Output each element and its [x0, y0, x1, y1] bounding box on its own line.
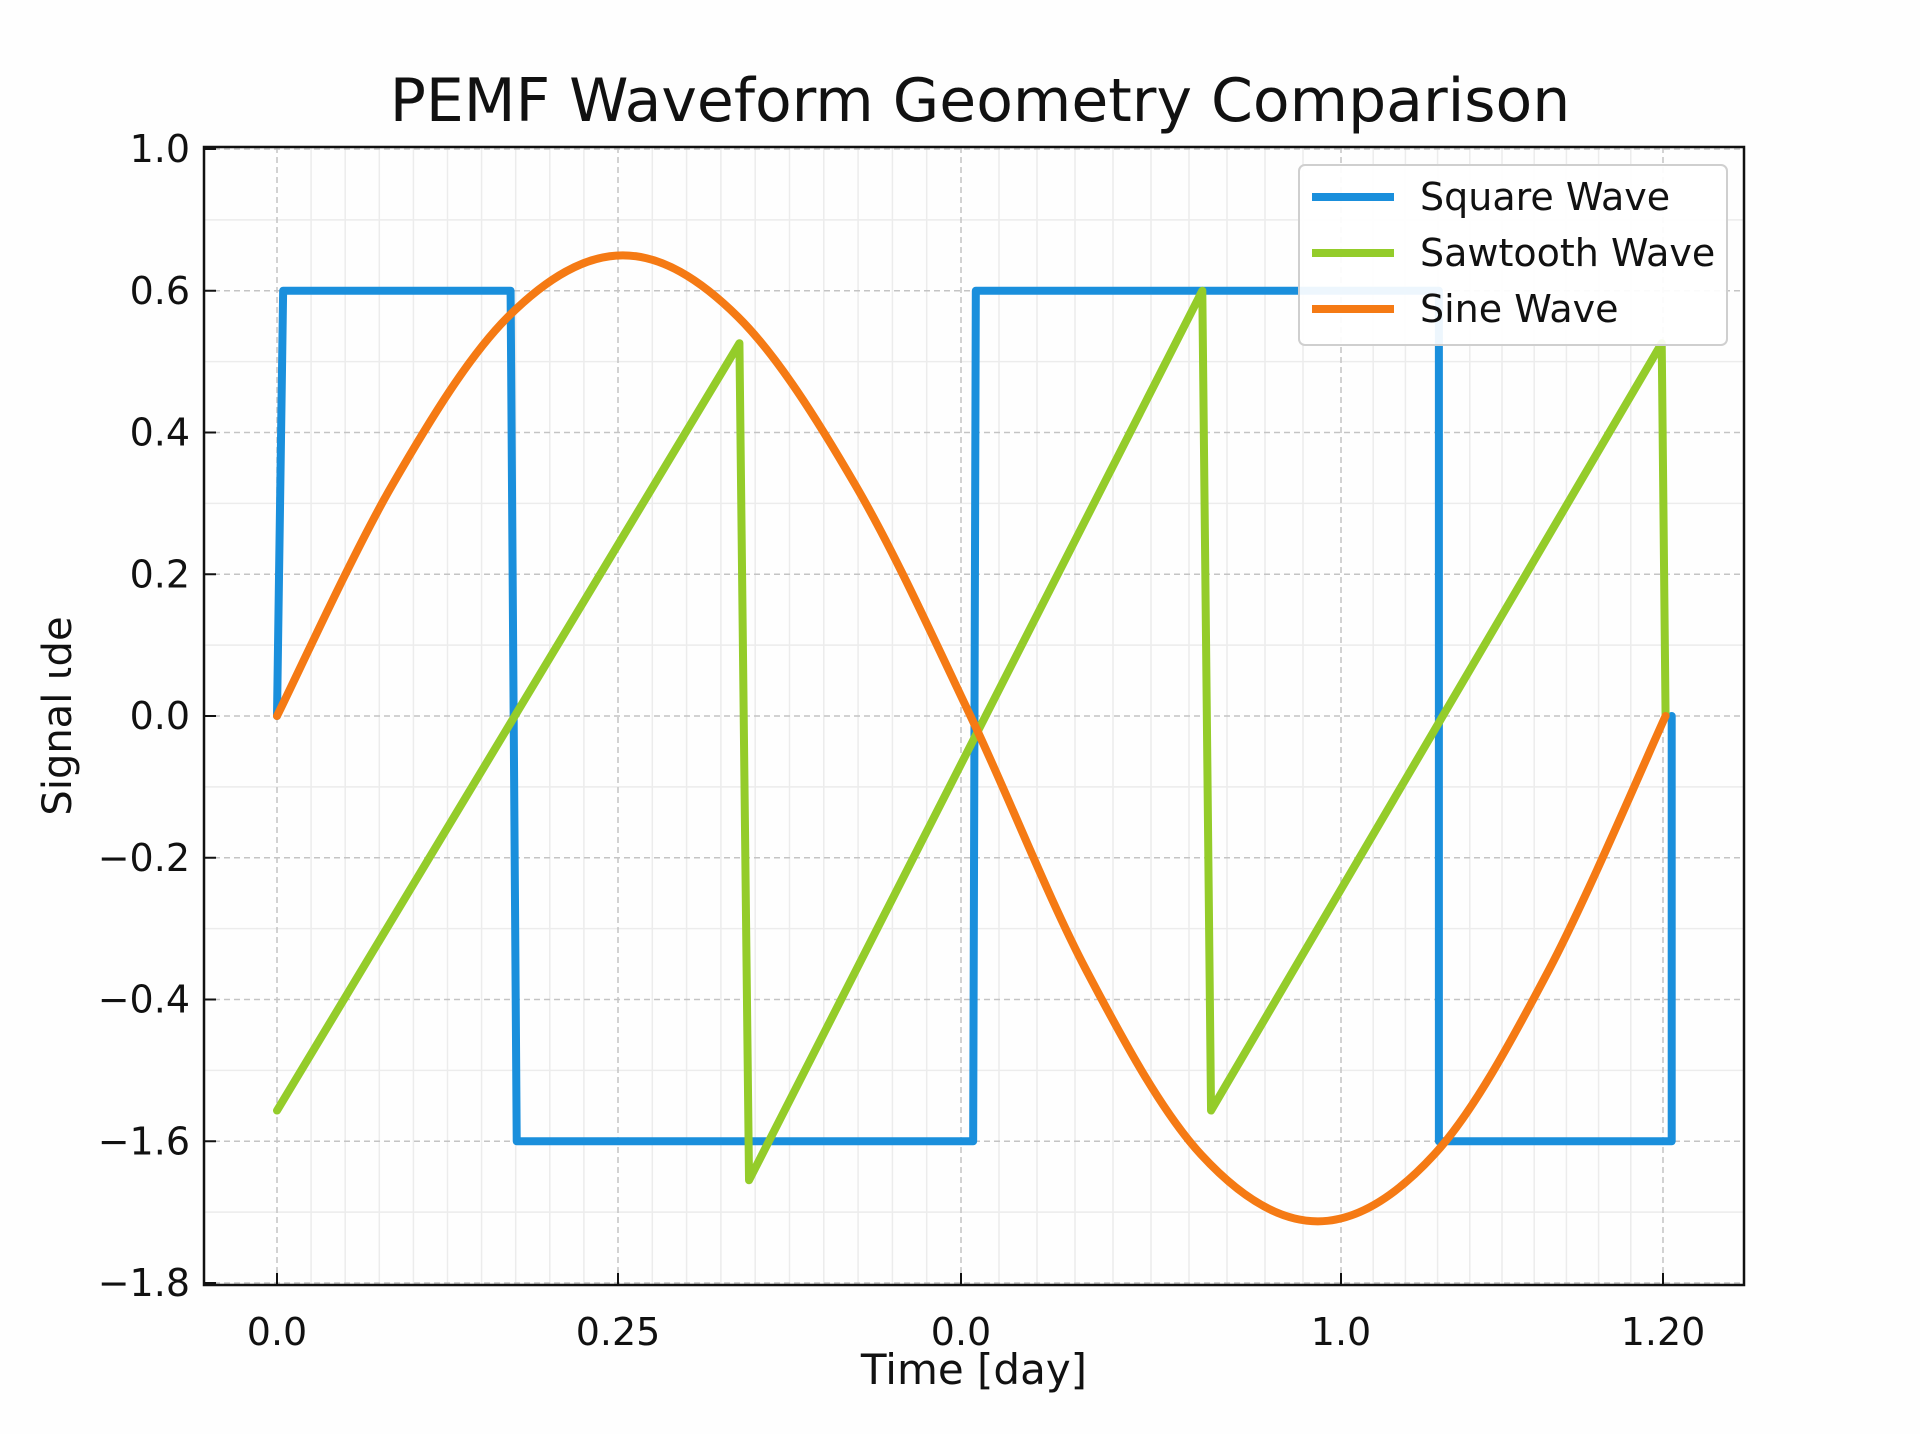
x-tick-label: 1.0 [1311, 1310, 1371, 1354]
y-tick-label: 0.0 [130, 694, 190, 738]
series-lines [273, 251, 1676, 1226]
ticks: 0.0 0.25 0.0 1.0 1.20 1.0 0.6 0.4 0.2 0.0 −0.2 −0.4… [98, 127, 1706, 1354]
x-tick-label: 0.0 [247, 1310, 307, 1354]
x-axis-label: Time [day] [860, 1345, 1088, 1394]
legend: Square Wave Sawtooth Wave Sine Wave [1298, 164, 1728, 346]
series-sine-wave [273, 251, 1670, 1226]
y-tick-label: 1.0 [130, 127, 190, 171]
legend-label: Sine Wave [1420, 287, 1619, 331]
y-tick-label: −0.2 [98, 836, 190, 880]
chart-title: PEMF Waveform Geometry Comparison [389, 66, 1571, 136]
x-tick-label: 0.0 [931, 1310, 991, 1354]
legend-box [1298, 164, 1728, 346]
y-tick-label: 0.2 [130, 552, 190, 596]
y-tick-label: −0.4 [98, 978, 190, 1022]
y-axis-label: Signal ιde [35, 616, 81, 816]
legend-label: Square Wave [1420, 175, 1670, 219]
y-tick-label: −1.8 [98, 1261, 190, 1305]
x-tick-label: 0.25 [576, 1310, 661, 1354]
y-tick-label: −1.6 [98, 1119, 190, 1163]
y-tick-label: 0.4 [130, 411, 190, 455]
x-tick-label: 1.20 [1621, 1310, 1706, 1354]
y-tick-label: 0.6 [130, 269, 190, 313]
legend-label: Sawtooth Wave [1420, 231, 1715, 275]
